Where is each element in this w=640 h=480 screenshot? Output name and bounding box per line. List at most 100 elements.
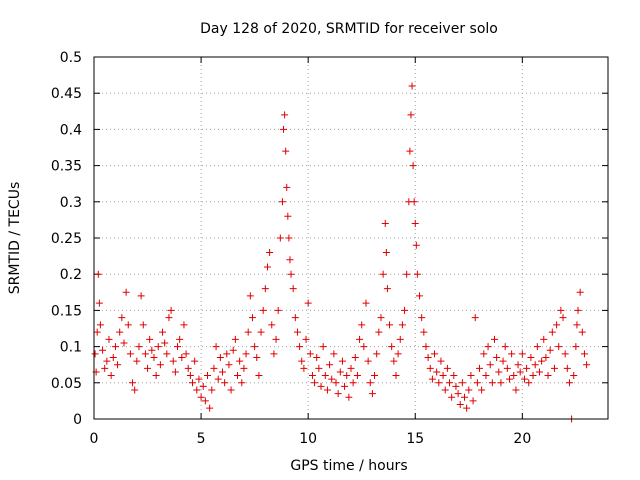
data-point bbox=[407, 111, 415, 119]
data-point bbox=[390, 357, 398, 365]
y-tick-label: 0.05 bbox=[51, 376, 82, 392]
data-point bbox=[116, 328, 124, 336]
data-point bbox=[557, 306, 565, 314]
data-point bbox=[356, 335, 364, 343]
data-point bbox=[302, 335, 310, 343]
y-tick-label: 0.25 bbox=[51, 231, 82, 247]
data-point bbox=[278, 198, 286, 206]
data-point bbox=[386, 321, 394, 329]
data-point bbox=[482, 372, 490, 380]
data-point bbox=[107, 372, 115, 380]
data-point bbox=[583, 361, 591, 369]
data-point bbox=[358, 321, 366, 329]
y-tick-label: 0.35 bbox=[51, 159, 82, 175]
data-point bbox=[236, 357, 244, 365]
data-point bbox=[480, 350, 488, 358]
data-point bbox=[542, 353, 550, 361]
data-point bbox=[371, 372, 379, 380]
data-point bbox=[347, 364, 355, 372]
data-point bbox=[411, 220, 419, 228]
x-tick-label: 5 bbox=[197, 431, 206, 447]
x-axis-label: GPS time / hours bbox=[290, 458, 407, 474]
data-point bbox=[257, 328, 265, 336]
data-point bbox=[317, 382, 325, 390]
data-point bbox=[291, 314, 299, 322]
data-point bbox=[251, 343, 259, 351]
data-point bbox=[233, 372, 241, 380]
data-point bbox=[383, 285, 391, 293]
data-point bbox=[286, 256, 294, 264]
data-point bbox=[212, 343, 220, 351]
data-point bbox=[178, 353, 186, 361]
y-tick-label: 0.2 bbox=[60, 267, 82, 283]
data-point bbox=[471, 314, 479, 322]
data-point bbox=[259, 306, 267, 314]
y-tick-label: 0.3 bbox=[60, 195, 82, 211]
data-point bbox=[148, 346, 156, 354]
data-point bbox=[139, 321, 147, 329]
y-tick-label: 0.5 bbox=[60, 50, 82, 66]
data-point bbox=[559, 314, 567, 322]
data-point bbox=[285, 234, 293, 242]
data-point bbox=[580, 350, 588, 358]
data-point bbox=[416, 292, 424, 300]
data-point bbox=[555, 343, 563, 351]
data-point bbox=[478, 386, 486, 394]
data-point bbox=[283, 183, 291, 191]
data-point bbox=[319, 343, 327, 351]
data-point bbox=[578, 328, 586, 336]
data-point bbox=[484, 343, 492, 351]
data-point bbox=[238, 379, 246, 387]
data-point bbox=[159, 328, 167, 336]
data-point bbox=[490, 335, 498, 343]
data-point bbox=[206, 404, 214, 412]
data-point bbox=[169, 357, 177, 365]
data-point bbox=[176, 335, 184, 343]
data-point bbox=[214, 375, 222, 383]
data-point bbox=[426, 364, 434, 372]
data-point bbox=[91, 350, 99, 358]
data-point bbox=[463, 404, 471, 412]
data-point bbox=[201, 397, 209, 405]
data-point bbox=[248, 314, 256, 322]
data-point bbox=[375, 328, 383, 336]
x-tick-label: 10 bbox=[299, 431, 317, 447]
data-point bbox=[197, 393, 205, 401]
data-point bbox=[144, 364, 152, 372]
data-point bbox=[154, 343, 162, 351]
data-point bbox=[174, 343, 182, 351]
x-tick-label: 15 bbox=[406, 431, 424, 447]
data-point bbox=[180, 321, 188, 329]
data-point bbox=[529, 372, 537, 380]
data-point bbox=[401, 306, 409, 314]
data-point bbox=[95, 299, 103, 307]
data-point bbox=[448, 393, 456, 401]
data-point bbox=[533, 343, 541, 351]
data-point bbox=[368, 390, 376, 398]
data-point bbox=[204, 372, 212, 380]
data-point bbox=[184, 364, 192, 372]
data-point bbox=[287, 270, 295, 278]
data-point bbox=[221, 379, 229, 387]
data-point bbox=[403, 270, 411, 278]
data-point bbox=[114, 361, 122, 369]
data-point bbox=[122, 288, 130, 296]
data-point bbox=[229, 346, 237, 354]
data-point bbox=[428, 375, 436, 383]
y-tick-label: 0.4 bbox=[60, 122, 82, 138]
data-point bbox=[332, 379, 340, 387]
data-point bbox=[446, 379, 454, 387]
data-point bbox=[313, 353, 321, 361]
data-point bbox=[420, 328, 428, 336]
data-point bbox=[366, 379, 374, 387]
data-point bbox=[514, 361, 522, 369]
data-point bbox=[398, 321, 406, 329]
data-point bbox=[129, 379, 137, 387]
data-point bbox=[263, 263, 271, 271]
data-point bbox=[242, 350, 250, 358]
data-point bbox=[240, 364, 248, 372]
data-point bbox=[501, 343, 509, 351]
data-point bbox=[255, 372, 263, 380]
data-point bbox=[497, 379, 505, 387]
data-point bbox=[373, 350, 381, 358]
